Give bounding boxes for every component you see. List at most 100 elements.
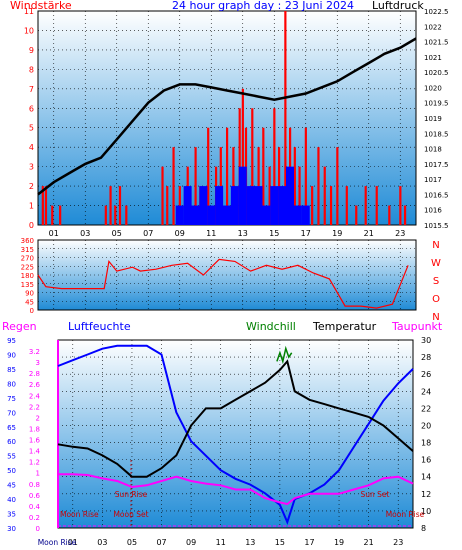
wind-bar (311, 186, 314, 225)
wind-bar (51, 205, 54, 225)
dewpoint-legend: Taupunkt (392, 320, 443, 333)
gust-bar (301, 205, 310, 225)
gust-bar (215, 186, 224, 225)
pressure-axis-title: Luftdruck (372, 0, 424, 12)
wind-bar (364, 186, 367, 225)
pressure-tick-label: 1021 (424, 54, 442, 62)
hour-tick-label: 09 (175, 229, 185, 238)
temperature-tick-label: 12 (421, 490, 431, 499)
wind-bar (293, 147, 296, 225)
gust-bar (230, 186, 239, 225)
pressure-line (37, 37, 417, 196)
wind-bar (166, 186, 169, 225)
wind-tick-label: 3 (29, 163, 34, 172)
wind-bar (194, 147, 197, 225)
wind-tick-label: 1 (29, 202, 34, 211)
direction-tick-label: 135 (21, 281, 34, 289)
rain-tick-label: 3.2 (29, 348, 40, 356)
wind-bar (104, 205, 107, 225)
windchill-line (276, 345, 293, 365)
temperature-tick-label: 14 (421, 473, 431, 482)
wind-tick-label: 2 (29, 182, 34, 191)
direction-line (37, 258, 409, 309)
hour-tick-label: 03 (80, 229, 90, 238)
humidity-tick-label: 90 (7, 351, 16, 359)
hour-tick-label: 05 (127, 538, 137, 547)
gust-bar (270, 186, 279, 225)
wind-tick-label: 0 (29, 221, 34, 230)
temperature-tick-label: 24 (421, 387, 431, 396)
rain-tick-label: 2.4 (29, 392, 41, 400)
astro-annotation: Moon Rise (386, 510, 425, 519)
humidity-line (57, 344, 414, 526)
temperature-tick-label: 26 (421, 370, 431, 379)
hour-tick-label: 19 (334, 538, 344, 547)
humidity-tick-label: 50 (7, 467, 16, 475)
astro-annotation: Moon Set (113, 510, 148, 519)
direction-tick-label: 45 (25, 298, 34, 306)
hour-tick-label: 01 (49, 229, 59, 238)
hour-tick-label: 13 (245, 538, 255, 547)
humidity-tick-label: 40 (7, 496, 16, 504)
temperature-line (57, 359, 414, 478)
hour-tick-label: 17 (301, 229, 311, 238)
gust-bar (286, 166, 294, 225)
temperature-tick-label: 10 (421, 507, 431, 516)
pressure-tick-label: 1022 (424, 23, 442, 31)
wind-bar (226, 127, 229, 225)
hour-tick-label: 07 (156, 538, 166, 547)
hour-tick-label: 09 (186, 538, 196, 547)
wind-bar (59, 205, 62, 225)
wind-bar (298, 166, 301, 225)
rain-tick-label: 1.4 (29, 448, 41, 456)
hour-tick-label: 15 (275, 538, 285, 547)
compass-label: W (431, 258, 441, 269)
wind-bar (317, 147, 320, 225)
wind-tick-label: 5 (29, 124, 34, 133)
rain-tick-label: 1.6 (29, 437, 41, 445)
direction-tick-label: 360 (21, 237, 34, 245)
wind-bar (207, 127, 210, 225)
pressure-tick-label: 1016.5 (424, 191, 449, 199)
wind-tick-label: 8 (29, 65, 34, 74)
gust-bar (278, 186, 287, 225)
wind-tick-label: 7 (29, 85, 34, 94)
temperature-tick-label: 22 (421, 404, 431, 413)
pressure-tick-label: 1021.5 (424, 39, 449, 47)
temperature-tick-label: 18 (421, 439, 431, 448)
wind-axis-title: Windstärke (10, 0, 72, 12)
temperature-legend: Temperatur (313, 320, 377, 333)
hour-tick-label: 07 (143, 229, 153, 238)
rain-tick-label: 1.8 (29, 425, 40, 433)
rain-tick-label: 0 (36, 525, 40, 533)
hour-tick-label: 11 (206, 229, 216, 238)
gust-bar (254, 186, 263, 225)
rain-tick-label: 0.4 (29, 503, 41, 511)
humidity-axis-title: Luftfeuchte (68, 320, 131, 333)
compass-label: N (432, 312, 439, 323)
pressure-tick-label: 1022.5 (424, 8, 449, 16)
gust-bar (238, 166, 247, 225)
direction-tick-label: 90 (25, 290, 34, 298)
wind-bar (323, 166, 326, 225)
direction-tick-label: 315 (21, 246, 34, 254)
direction-plot-area (38, 240, 416, 310)
wind-bar (44, 186, 48, 225)
humidity-tick-label: 80 (7, 380, 16, 388)
wind-tick-label: 4 (29, 143, 34, 152)
compass-label: S (433, 276, 439, 287)
wind-bar (251, 108, 254, 225)
moon-rise-bottom-label: Moon Rise (38, 538, 77, 547)
wind-bar (114, 205, 117, 225)
compass-label: N (432, 240, 439, 251)
humidity-tick-label: 60 (7, 438, 16, 446)
pressure-tick-label: 1018.5 (424, 130, 449, 138)
dewpoint-line (58, 473, 414, 506)
wind-bar (388, 205, 391, 225)
rain-tick-label: 0.2 (29, 514, 40, 522)
hour-tick-label: 21 (364, 229, 374, 238)
hour-tick-label: 21 (364, 538, 374, 547)
temperature-tick-label: 28 (421, 353, 431, 362)
pressure-tick-label: 1020 (424, 84, 442, 92)
temperature-tick-label: 8 (421, 524, 426, 533)
